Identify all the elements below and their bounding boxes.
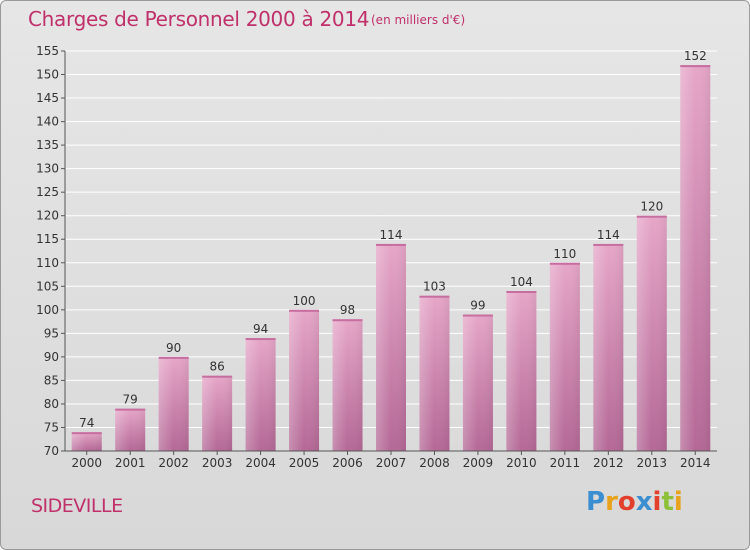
y-tick-label: 90 (44, 350, 59, 364)
bar-top-edge (158, 356, 189, 359)
data-label: 152 (684, 49, 707, 63)
data-label: 104 (510, 275, 533, 289)
x-tick-label: 2003 (202, 456, 233, 470)
data-label: 74 (79, 416, 94, 430)
bar-shade (419, 295, 450, 451)
y-tick-label: 125 (36, 185, 59, 199)
data-label: 94 (253, 322, 268, 336)
bar-shade (158, 356, 189, 451)
data-label: 114 (380, 228, 403, 242)
data-label: 90 (166, 341, 181, 355)
data-label: 98 (340, 303, 355, 317)
y-tick-label: 150 (36, 68, 59, 82)
y-tick-label: 140 (36, 115, 59, 129)
bar-top-edge (593, 243, 624, 246)
bar-shade (593, 243, 624, 451)
x-tick-label: 2000 (71, 456, 102, 470)
x-tick-label: 2011 (550, 456, 581, 470)
y-tick-label: 115 (36, 232, 59, 246)
bar-top-edge (680, 65, 711, 68)
y-tick-label: 135 (36, 138, 59, 152)
data-label: 86 (209, 360, 224, 374)
bar-top-edge (462, 314, 493, 317)
bar-shade (332, 319, 363, 451)
data-label: 120 (640, 200, 663, 214)
bar-top-edge (332, 319, 363, 322)
y-tick-label: 120 (36, 209, 59, 223)
y-tick-label: 145 (36, 91, 59, 105)
x-tick-label: 2013 (637, 456, 668, 470)
x-tick-label: 2007 (376, 456, 407, 470)
bar-top-edge (419, 295, 450, 298)
x-tick-label: 2002 (158, 456, 189, 470)
x-tick-label: 2001 (115, 456, 146, 470)
x-tick-label: 2012 (593, 456, 624, 470)
y-tick-label: 70 (44, 444, 59, 458)
bar-top-edge (289, 309, 320, 312)
bar-shade (245, 338, 276, 451)
bar-shade (680, 65, 711, 451)
y-tick-label: 155 (36, 44, 59, 58)
bar-shade (636, 215, 667, 451)
y-tick-label: 95 (44, 326, 59, 340)
bar-top-edge (245, 338, 276, 341)
bar-top-edge (549, 262, 580, 265)
bar-shade (549, 262, 580, 451)
data-label: 110 (553, 247, 576, 261)
y-tick-label: 85 (44, 373, 59, 387)
bar-shade (202, 375, 233, 451)
chart-title: Charges de Personnel 2000 à 2014 (28, 7, 370, 31)
data-label: 100 (293, 294, 316, 308)
place-name: SIDEVILLE (31, 495, 123, 517)
bar-shade (376, 243, 406, 451)
chart-subtitle: (en milliers d'€) (371, 13, 466, 27)
data-label: 103 (423, 280, 446, 294)
x-tick-label: 2008 (419, 456, 450, 470)
y-tick-label: 80 (44, 397, 59, 411)
bar-shade (115, 408, 146, 451)
bar-shade (71, 432, 102, 451)
y-tick-label: 75 (44, 420, 59, 434)
data-label: 114 (597, 228, 620, 242)
bar-shade (289, 309, 320, 451)
bar-shade (506, 291, 537, 451)
x-tick-label: 2005 (289, 456, 320, 470)
x-tick-label: 2010 (506, 456, 537, 470)
bar-top-edge (636, 215, 667, 218)
x-tick-label: 2004 (245, 456, 276, 470)
bar-shade (462, 314, 493, 451)
data-label: 99 (470, 299, 485, 313)
x-tick-label: 2006 (332, 456, 363, 470)
x-tick-label: 2014 (680, 456, 711, 470)
y-tick-label: 105 (36, 279, 59, 293)
y-tick-label: 110 (36, 256, 59, 270)
data-label: 79 (123, 393, 138, 407)
x-tick-label: 2009 (463, 456, 494, 470)
bar-top-edge (202, 375, 233, 378)
y-tick-label: 130 (36, 162, 59, 176)
bar-top-edge (71, 432, 102, 435)
y-tick-label: 100 (36, 303, 59, 317)
bar-top-edge (376, 243, 406, 246)
bar-top-edge (506, 291, 537, 293)
bar-top-edge (115, 408, 146, 411)
proxiti-logo[interactable]: Proxiti (586, 487, 683, 517)
